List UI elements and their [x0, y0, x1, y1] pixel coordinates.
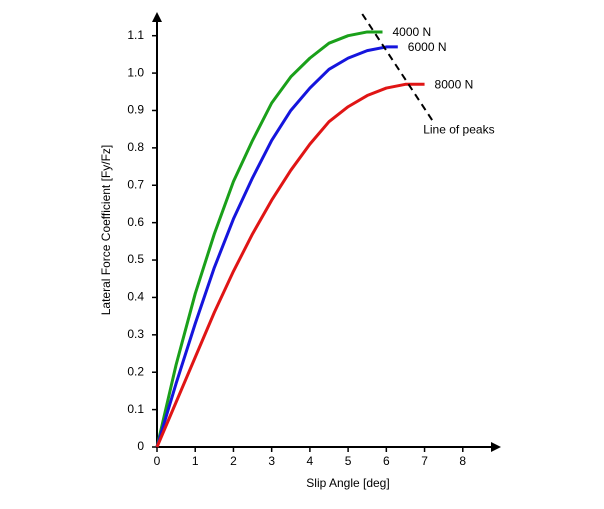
- x-tick-label: 1: [192, 454, 199, 468]
- y-tick-label: 0: [137, 439, 144, 453]
- x-tick-label: 6: [383, 454, 390, 468]
- series-label: 6000 N: [408, 40, 447, 54]
- series-line: [155, 30, 383, 448]
- y-tick-label: 0.6: [127, 215, 144, 229]
- y-tick-label: 0.9: [127, 103, 144, 117]
- series-label: 8000 N: [435, 77, 474, 91]
- y-tick-label: 0.3: [127, 327, 144, 341]
- y-tick-label: 0.1: [127, 402, 144, 416]
- y-axis-arrow: [152, 12, 162, 22]
- x-tick-label: 7: [421, 454, 428, 468]
- x-tick-label: 8: [459, 454, 466, 468]
- y-tick-label: 1.0: [127, 65, 144, 79]
- series-label: 4000 N: [393, 25, 432, 39]
- y-tick-label: 0.5: [127, 252, 144, 266]
- x-tick-label: 2: [230, 454, 237, 468]
- x-tick-label: 0: [154, 454, 161, 468]
- x-axis-arrow: [491, 442, 501, 452]
- x-tick-label: 5: [345, 454, 352, 468]
- y-axis-label: Lateral Force Coefficient [Fy/Fz]: [99, 145, 113, 316]
- peak-line-label: Line of peaks: [423, 122, 494, 136]
- y-tick-label: 0.8: [127, 140, 144, 154]
- x-tick-label: 3: [268, 454, 275, 468]
- y-tick-label: 0.7: [127, 177, 144, 191]
- x-tick-label: 4: [307, 454, 314, 468]
- peak-line: [361, 13, 434, 121]
- y-tick-label: 0.2: [127, 364, 144, 378]
- series-line: [155, 45, 398, 448]
- x-axis-label: Slip Angle [deg]: [306, 476, 389, 490]
- y-tick-label: 0.4: [127, 290, 144, 304]
- series-line: [155, 82, 425, 448]
- y-tick-label: 1.1: [127, 28, 144, 42]
